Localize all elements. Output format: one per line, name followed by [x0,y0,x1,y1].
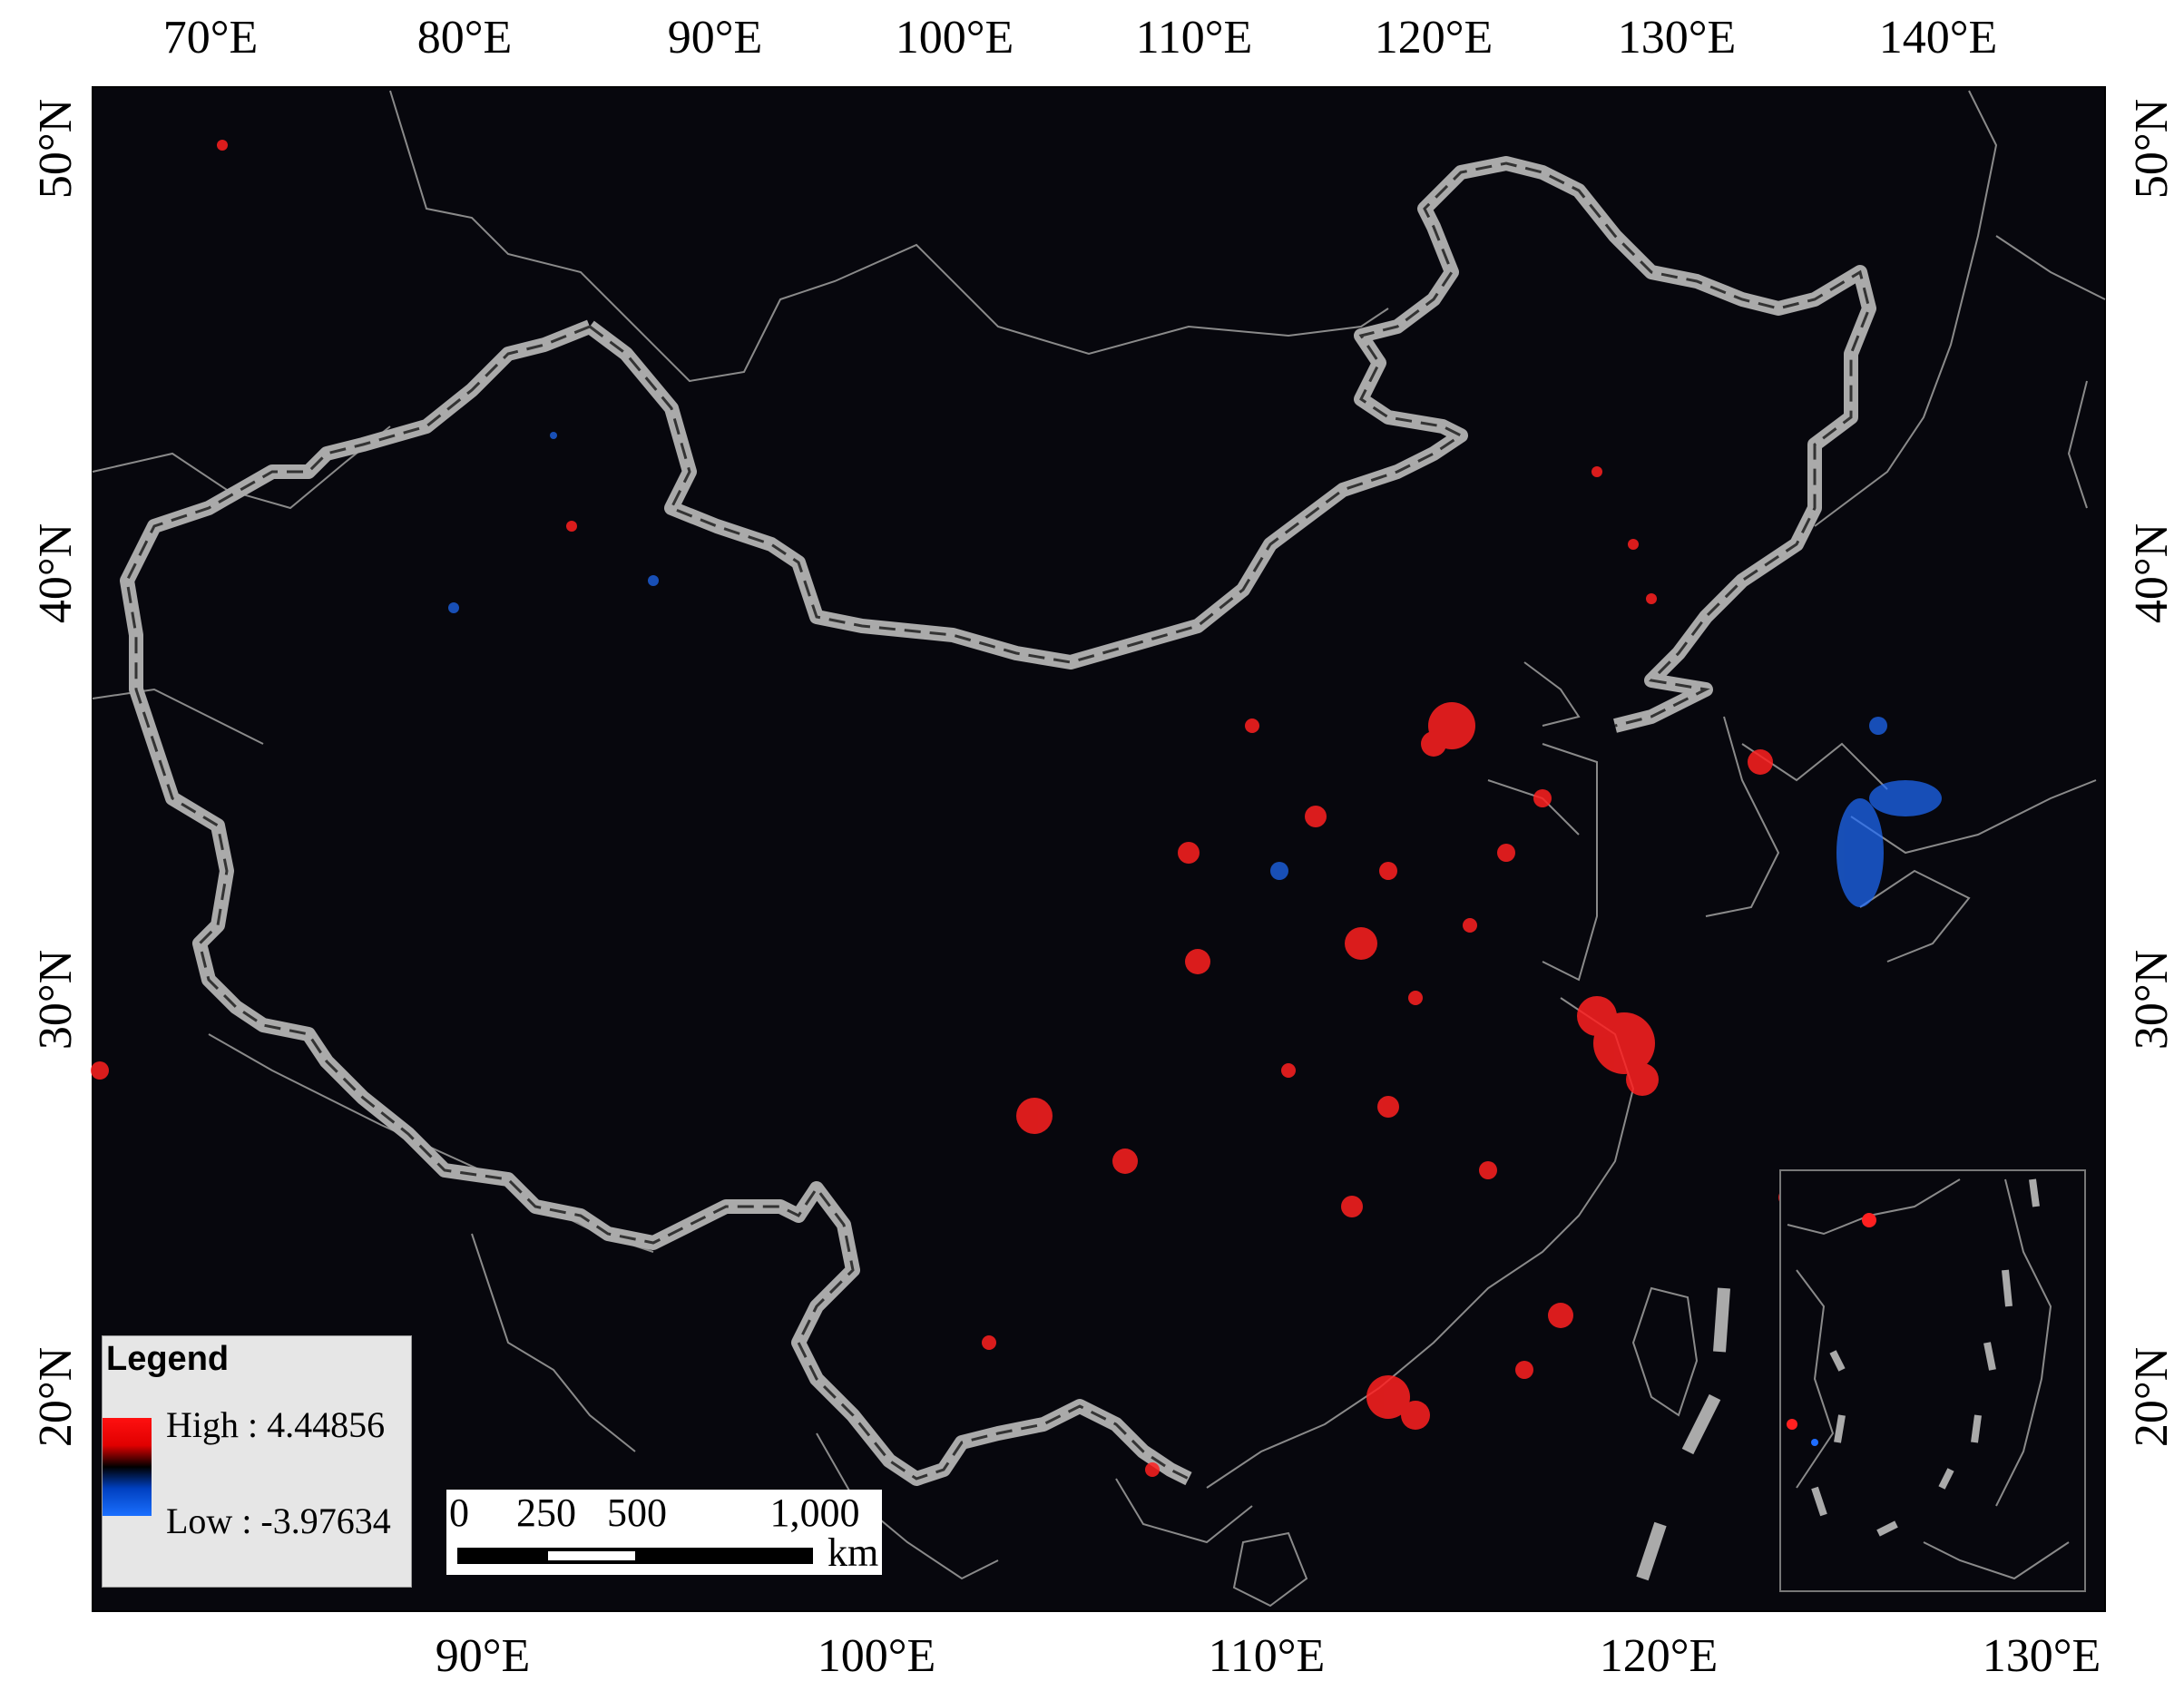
bottom-tick-label: 100°E [817,1630,936,1682]
map-frame [92,86,2106,1612]
top-tick-label: 80°E [416,12,513,64]
left-tick-label: 50°N [30,98,82,200]
top-tick-label: 70°E [162,12,259,64]
scale-tick-label: 0 [449,1491,469,1535]
legend-high-label: High : 4.44856 [166,1404,386,1445]
top-tick-label: 110°E [1135,12,1253,64]
bottom-tick-label: 130°E [1982,1630,2101,1682]
left-tick-label: 20°N [30,1346,82,1448]
scale-unit-label: km [828,1530,879,1575]
scale-bar-segment-light [548,1551,635,1560]
bottom-tick-label: 120°E [1599,1630,1719,1682]
left-tick-label: 30°N [30,949,82,1051]
bottom-tick-label: 110°E [1208,1630,1326,1682]
top-tick-label: 120°E [1374,12,1494,64]
legend-color-ramp [103,1418,152,1516]
high-value-spots [91,140,1797,1477]
left-tick-label: 40°N [30,523,82,624]
right-tick-label: 20°N [2126,1346,2178,1448]
right-tick-label: 50°N [2126,98,2178,200]
scale-bar-segment [457,1548,813,1564]
legend-title: Legend [106,1340,230,1378]
scale-tick-label: 500 [607,1491,667,1535]
scale-bar: 0 250 500 1,000 km [446,1490,882,1575]
low-value-spots [448,432,1942,907]
country-boundaries [92,90,2106,1608]
right-tick-label: 30°N [2126,949,2178,1051]
china-boundary [120,156,1876,1581]
legend-low-label: Low : -3.97634 [166,1500,391,1541]
top-tick-label: 140°E [1878,12,1998,64]
right-tick-label: 40°N [2126,523,2178,624]
top-tick-label: 130°E [1617,12,1737,64]
bottom-tick-label: 90°E [435,1630,531,1682]
top-tick-label: 90°E [667,12,763,64]
top-tick-label: 100°E [895,12,1014,64]
legend-box: Legend High : 4.44856 Low : -3.97634 [102,1335,412,1588]
scale-tick-label: 1,000 [769,1491,860,1535]
scale-tick-label: 250 [516,1491,576,1535]
inset-map [1779,1169,2086,1592]
